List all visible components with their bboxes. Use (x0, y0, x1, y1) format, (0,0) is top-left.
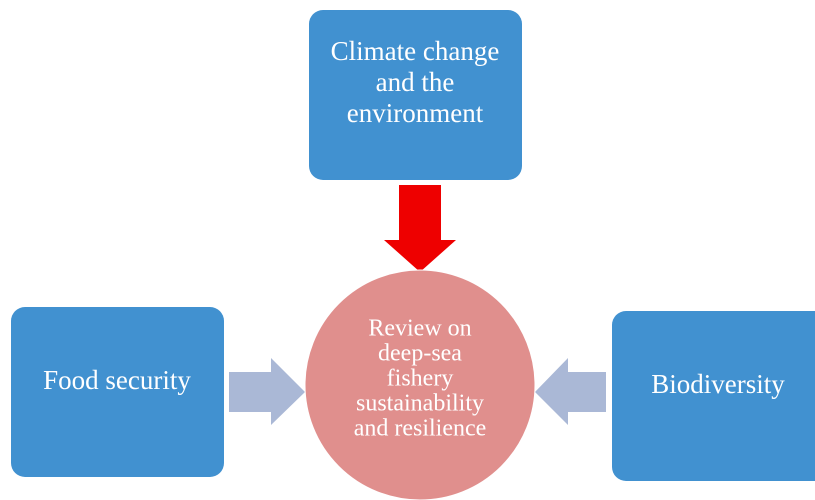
label-line: deep-sea (378, 341, 462, 367)
arrow-right (229, 358, 305, 425)
label-line: Food security (43, 365, 191, 395)
node-label: Biodiversity (651, 369, 785, 399)
node-label: Food security (43, 365, 191, 395)
label-line: sustainability (356, 391, 484, 417)
label-line: environment (347, 98, 484, 128)
box-climate (309, 10, 522, 180)
box-food (11, 307, 224, 477)
box-biodiversity (612, 311, 815, 481)
label-line: fishery (387, 366, 454, 392)
label-line: Climate change (331, 36, 500, 66)
label-line: and the (376, 67, 455, 97)
arrow-down (384, 185, 456, 272)
center-circle (304, 269, 536, 500)
node-label: Review ondeep-seafisherysustainabilityan… (354, 316, 487, 442)
label-line: and resilience (354, 416, 487, 442)
label-line: Biodiversity (651, 369, 785, 399)
arrow-left (535, 358, 606, 425)
label-line: Review on (368, 316, 471, 342)
